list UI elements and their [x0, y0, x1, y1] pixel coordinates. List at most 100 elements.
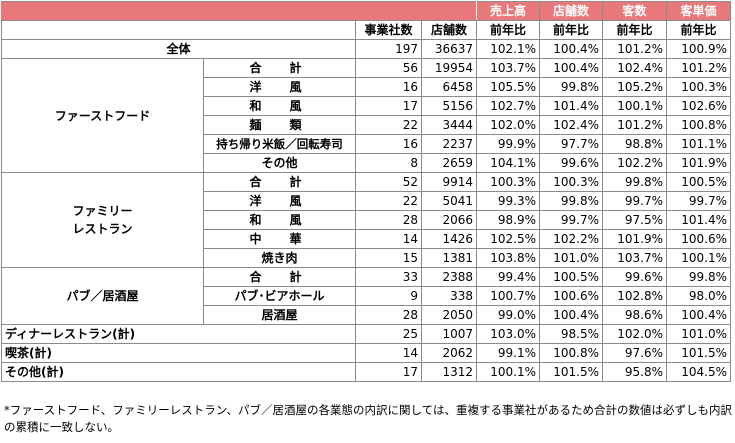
row-label: ディナーレストラン(計): [1, 324, 356, 344]
cell-stores: 19954: [421, 58, 477, 78]
cell-stores: 2062: [421, 343, 477, 363]
cell-value: 102.2%: [602, 153, 667, 173]
cell-value: 99.6%: [602, 267, 667, 287]
cell-value: 101.5%: [666, 343, 731, 363]
cell-companies: 22: [355, 191, 422, 211]
cell-value: 99.8%: [539, 191, 603, 211]
table-row: ディナーレストラン(計) 25 1007 103.0% 98.5% 102.0%…: [1, 324, 731, 344]
cell-companies: 28: [355, 305, 422, 325]
sales-table: 売上高 店舗数 客数 客単価 事業社数 店舗数 前年比 前年比 前年比 前年比 …: [1, 1, 731, 382]
row-label: 合 計: [203, 267, 356, 287]
cell-value: 98.6%: [602, 305, 667, 325]
cell-stores: 2066: [421, 210, 477, 230]
row-label: 焼き肉: [203, 248, 356, 268]
cell-companies: 15: [355, 248, 422, 268]
cell-companies: 17: [355, 96, 422, 116]
table-row: その他(計) 17 1312 100.1% 101.5% 95.8% 104.5…: [1, 362, 731, 382]
table-row: 焼き肉 15 1381 103.8% 101.0% 103.7% 100.1%: [2, 248, 731, 268]
cell-value: 101.2%: [602, 115, 667, 135]
cell-value: 99.9%: [476, 134, 540, 154]
cell-value: 97.6%: [602, 343, 667, 363]
cell-value: 102.7%: [476, 96, 540, 116]
header-yoy: 前年比: [602, 20, 667, 40]
cell-value: 101.5%: [539, 362, 603, 382]
cell-value: 102.5%: [476, 229, 540, 249]
cell-value: 100.1%: [476, 362, 540, 382]
table-row: その他 8 2659 104.1% 99.6% 102.2% 101.9%: [2, 153, 731, 173]
cell-companies: 197: [355, 39, 422, 59]
row-label: その他(計): [1, 362, 356, 382]
row-label: 喫茶(計): [1, 343, 356, 363]
cell-value: 101.0%: [539, 248, 603, 268]
table-row: 持ち帰り米飯／回転寿司 16 2237 99.9% 97.7% 98.8% 10…: [2, 134, 731, 154]
cell-companies: 22: [355, 115, 422, 135]
table-row: 喫茶(計) 14 2062 99.1% 100.8% 97.6% 101.5%: [1, 343, 731, 363]
cell-companies: 16: [355, 134, 422, 154]
row-label: 和 風: [203, 96, 356, 116]
header-sub-blank: [1, 20, 356, 40]
cell-stores: 5156: [421, 96, 477, 116]
cell-value: 102.6%: [666, 96, 731, 116]
cell-value: 103.7%: [476, 58, 540, 78]
header-spend-per-customer: 客単価: [666, 1, 731, 21]
cell-value: 101.4%: [666, 210, 731, 230]
cell-value: 99.8%: [539, 77, 603, 97]
cell-value: 100.1%: [602, 96, 667, 116]
cell-value: 99.7%: [539, 210, 603, 230]
cell-value: 98.9%: [476, 210, 540, 230]
row-label: 麺 類: [203, 115, 356, 135]
cell-value: 105.2%: [602, 77, 667, 97]
cell-value: 101.4%: [539, 96, 603, 116]
cell-value: 101.9%: [602, 229, 667, 249]
cell-value: 100.6%: [539, 286, 603, 306]
cell-value: 100.7%: [476, 286, 540, 306]
cell-value: 102.4%: [539, 115, 603, 135]
row-label: 中 華: [203, 229, 356, 249]
table-row: ファミリー レストラン 合 計 52 9914 100.3% 100.3% 99…: [1, 172, 731, 268]
cell-value: 100.3%: [666, 77, 731, 97]
cell-stores: 2659: [421, 153, 477, 173]
cell-value: 102.1%: [476, 39, 540, 59]
group-label-fastfood: ファーストフード: [1, 58, 204, 173]
row-label: 和 風: [203, 210, 356, 230]
cell-value: 95.8%: [602, 362, 667, 382]
cell-value: 100.4%: [539, 58, 603, 78]
cell-companies: 9: [355, 286, 422, 306]
header-yoy: 前年比: [666, 20, 731, 40]
cell-value: 99.7%: [602, 191, 667, 211]
table-row: 洋 風 22 5041 99.3% 99.8% 99.7% 99.7%: [2, 191, 731, 211]
cell-companies: 33: [355, 267, 422, 287]
cell-value: 98.5%: [539, 324, 603, 344]
header-sales: 売上高: [476, 1, 540, 21]
cell-value: 99.8%: [666, 267, 731, 287]
row-label: 洋 風: [203, 77, 356, 97]
cell-value: 102.2%: [539, 229, 603, 249]
cell-companies: 28: [355, 210, 422, 230]
row-label: 全体: [1, 39, 356, 59]
cell-value: 99.0%: [476, 305, 540, 325]
cell-value: 100.4%: [539, 305, 603, 325]
cell-value: 98.0%: [666, 286, 731, 306]
cell-companies: 17: [355, 362, 422, 382]
cell-value: 100.3%: [539, 172, 603, 192]
cell-stores: 2050: [421, 305, 477, 325]
group-label-pub: パブ／居酒屋: [1, 267, 204, 325]
cell-value: 100.8%: [666, 115, 731, 135]
header-customers: 客数: [602, 1, 667, 21]
table-row-total: 全体 197 36637 102.1% 100.4% 101.2% 100.9%: [1, 39, 731, 59]
cell-value: 104.1%: [476, 153, 540, 173]
cell-value: 101.9%: [666, 153, 731, 173]
cell-companies: 14: [355, 229, 422, 249]
group-label-family-restaurant: ファミリー レストラン: [1, 172, 204, 268]
cell-stores: 338: [421, 286, 477, 306]
header-companies: 事業社数: [355, 20, 422, 40]
cell-companies: 56: [355, 58, 422, 78]
cell-companies: 16: [355, 77, 422, 97]
cell-stores: 2237: [421, 134, 477, 154]
footnote: *ファーストフード、ファミリーレストラン、パブ／居酒屋の各業態の内訳に関しては、…: [4, 403, 732, 434]
cell-value: 103.7%: [602, 248, 667, 268]
cell-value: 99.4%: [476, 267, 540, 287]
cell-value: 100.9%: [666, 39, 731, 59]
cell-value: 101.0%: [666, 324, 731, 344]
cell-stores: 6458: [421, 77, 477, 97]
